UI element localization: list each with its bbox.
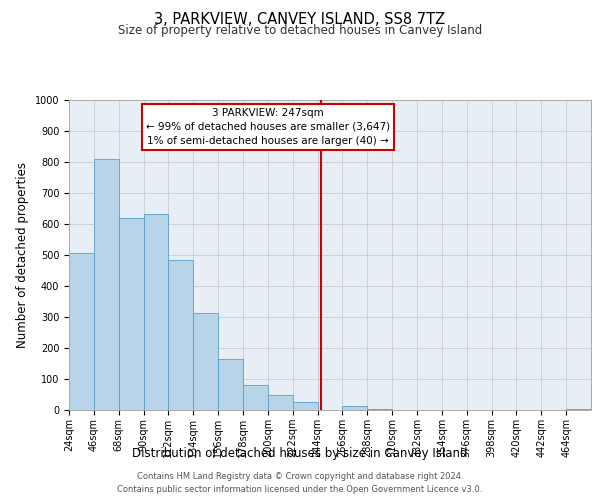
Bar bbox=[343, 406, 367, 410]
Text: 3, PARKVIEW, CANVEY ISLAND, SS8 7TZ: 3, PARKVIEW, CANVEY ISLAND, SS8 7TZ bbox=[154, 12, 446, 28]
Bar bbox=[169, 260, 193, 410]
Text: Size of property relative to detached houses in Canvey Island: Size of property relative to detached ho… bbox=[118, 24, 482, 37]
Bar bbox=[293, 402, 317, 410]
Bar bbox=[94, 159, 119, 410]
Text: 3 PARKVIEW: 247sqm
← 99% of detached houses are smaller (3,647)
1% of semi-detac: 3 PARKVIEW: 247sqm ← 99% of detached hou… bbox=[146, 108, 390, 146]
Y-axis label: Number of detached properties: Number of detached properties bbox=[16, 162, 29, 348]
Bar bbox=[69, 254, 94, 410]
Bar bbox=[143, 214, 169, 410]
Bar bbox=[119, 218, 143, 410]
Bar bbox=[367, 409, 392, 410]
Bar bbox=[566, 409, 591, 410]
Bar bbox=[268, 396, 293, 410]
Bar bbox=[193, 313, 218, 410]
Bar bbox=[218, 360, 243, 410]
Text: Contains HM Land Registry data © Crown copyright and database right 2024.
Contai: Contains HM Land Registry data © Crown c… bbox=[118, 472, 482, 494]
Text: Distribution of detached houses by size in Canvey Island: Distribution of detached houses by size … bbox=[132, 448, 468, 460]
Bar bbox=[243, 385, 268, 410]
